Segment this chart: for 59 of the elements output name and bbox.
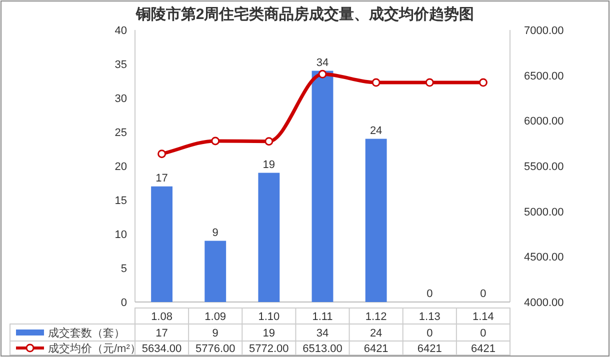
y-tick-label: 40 [114, 25, 127, 37]
x-tick-label: 1.14 [472, 311, 494, 323]
data-label: 0 [426, 328, 433, 340]
text: 19 [262, 158, 276, 171]
y2-tick-label: 5500.00 [524, 161, 564, 173]
x-tick-label: 1.09 [204, 311, 226, 323]
y2-tick-label: 6500.00 [524, 70, 564, 82]
text: 17 [156, 172, 168, 184]
data-label: 34 [316, 328, 329, 340]
data-label: 6421 [470, 343, 496, 355]
x-tick-label: 1.13 [418, 311, 440, 323]
data-label: 19 [262, 328, 276, 340]
bar [258, 172, 280, 302]
x-tick-label: 1.12 [365, 311, 387, 323]
text: 24 [370, 124, 382, 137]
text: 9 [212, 226, 218, 239]
data-label: 6513.00 [302, 343, 342, 355]
y-tick-label: 10 [114, 229, 127, 241]
text: 0 [426, 288, 433, 300]
x-tick-label: 1.10 [258, 311, 280, 323]
point [211, 136, 220, 146]
y-tick-label: 20 [114, 161, 127, 173]
y2-tick-label: 6000.00 [524, 116, 564, 128]
y-tick-label: 30 [114, 93, 127, 105]
point [264, 137, 274, 146]
data-label: 0 [480, 328, 486, 340]
y-tick-label: 25 [114, 127, 127, 139]
bar [204, 240, 226, 302]
y-tick-label: 15 [114, 195, 127, 207]
data-label: 17 [156, 328, 168, 340]
point [425, 78, 434, 87]
point [158, 150, 166, 158]
bar [151, 186, 172, 302]
data-label: 5776.00 [195, 343, 236, 355]
text: 34 [316, 56, 329, 69]
y2-tick-label: 4500.00 [524, 252, 564, 264]
y2-tick-label: 5000.00 [524, 206, 564, 218]
x-tick-label: 1.08 [151, 311, 172, 323]
legend-label: 成交套数（套） [48, 326, 125, 340]
point [372, 78, 380, 87]
data-label: 5772.00 [249, 343, 289, 355]
y-tick-label: 35 [114, 59, 127, 71]
y-tick-label: 5 [120, 263, 127, 275]
y-tick-label: 0 [120, 297, 127, 309]
bar [312, 70, 334, 302]
text: 0 [480, 288, 486, 300]
data-label: 5634.00 [142, 343, 182, 355]
y2-tick-label: 7000.00 [524, 25, 564, 37]
data-label: 9 [212, 328, 218, 340]
data-label: 6421 [417, 343, 442, 355]
chart-title: 铜陵市第2周住宅类商品房成交量、成交均价趋势图 [134, 5, 474, 23]
data-label: 6421 [364, 343, 388, 355]
point [478, 78, 488, 87]
x-tick-label: 1.11 [312, 311, 333, 323]
data-label: 24 [370, 328, 382, 340]
bar [365, 138, 387, 302]
point [318, 70, 327, 78]
y2-tick-label: 4000.00 [524, 297, 564, 309]
legend-label: 成交均价（元/m²） [48, 342, 141, 355]
